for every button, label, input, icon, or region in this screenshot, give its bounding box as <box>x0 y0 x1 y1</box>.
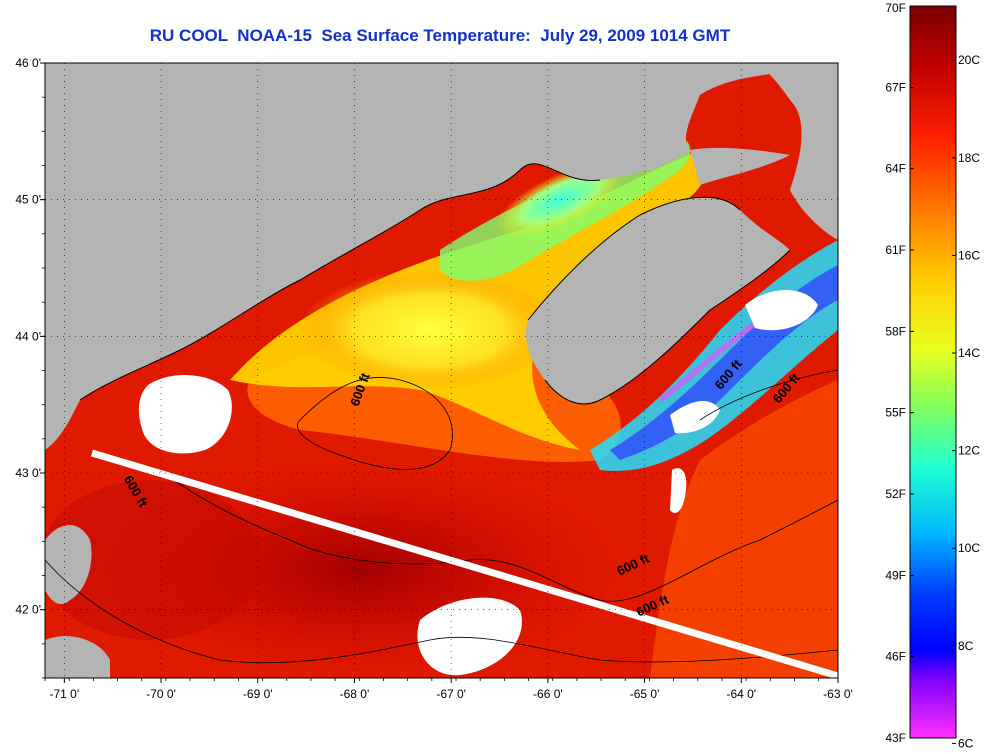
colorbar-celsius-label: 8C <box>958 639 974 653</box>
coastline <box>527 196 741 321</box>
land-cape-breton <box>760 63 838 240</box>
land-massachusetts-south <box>45 636 110 678</box>
coastline <box>79 163 601 401</box>
longitude-tick-label: -67 0' <box>436 687 466 701</box>
cloud-patch <box>670 468 687 514</box>
bathymetry-contour <box>45 559 838 664</box>
colorbar-labels: 70F 67F 64F 61F 58F 55F 52F 49F 46F 43F 20C 18C 16C 1… <box>885 1 980 750</box>
bathymetry-contour <box>699 369 838 421</box>
colorbar-fahrenheit-label: 49F <box>885 568 906 582</box>
colorbar-fahrenheit-label: 46F <box>885 650 906 664</box>
cyan-blob <box>495 162 625 238</box>
axis-ticks: -71 0' -70 0' -69 0' -68 0' -67 0' -66 0' -65 … <box>15 56 852 701</box>
colorbar-celsius-label: 14C <box>958 346 980 360</box>
longitude-tick-label: -68 0' <box>340 687 370 701</box>
colorbar-fahrenheit-label: 70F <box>885 1 906 15</box>
longitude-tick-label: -71 0' <box>50 687 80 701</box>
colorbar-fahrenheit-label: 58F <box>885 324 906 338</box>
colorbar-fahrenheit-label: 64F <box>885 162 906 176</box>
colorbar-celsius-label: 20C <box>958 53 980 67</box>
colorbar-fahrenheit-label: 52F <box>885 487 906 501</box>
cloud-patch <box>670 400 720 434</box>
bathymetry-contour <box>297 377 453 470</box>
warm-zone-west <box>45 480 260 640</box>
cloud-patch <box>138 374 232 454</box>
cloud-patch <box>417 597 522 676</box>
chart-title: RU COOL NOAA-15 Sea Surface Temperature:… <box>149 26 731 45</box>
sst-field <box>45 63 838 678</box>
colorbar-fahrenheit-label: 43F <box>885 731 906 745</box>
offshore-orange <box>650 380 838 678</box>
longitude-tick-label: -69 0' <box>243 687 273 701</box>
colorbar-celsius-label: 10C <box>958 541 980 555</box>
graticule <box>45 62 839 678</box>
longitude-tick-label: -65 0' <box>630 687 660 701</box>
land-new-england <box>45 63 800 450</box>
latitude-tick-label: 45 0' <box>15 193 41 207</box>
colorbar-celsius-label: 18C <box>958 151 980 165</box>
latitude-tick-label: 43 0' <box>15 466 41 480</box>
yellow-blob <box>300 270 560 390</box>
colorbar <box>909 5 957 739</box>
colorbar-fahrenheit-label: 67F <box>885 80 906 94</box>
longitude-tick-label: -66 0' <box>533 687 563 701</box>
land-cape-cod-region <box>45 525 92 605</box>
latitude-tick-label: 42 0' <box>15 603 41 617</box>
latitude-tick-label: 46 0' <box>15 56 41 70</box>
land-pei-region <box>690 147 790 185</box>
longitude-tick-label: -70 0' <box>146 687 176 701</box>
bathymetry-contour <box>159 469 838 602</box>
longitude-tick-label: -64 0' <box>726 687 756 701</box>
longitude-tick-label: -63 0' <box>823 687 853 701</box>
colorbar-celsius-label: 6C <box>958 736 974 750</box>
colorbar-celsius-label: 16C <box>958 248 980 262</box>
colorbar-fahrenheit-label: 61F <box>885 243 906 257</box>
cloud-patch <box>745 290 818 331</box>
land-nova-scotia <box>525 197 790 404</box>
colorbar-celsius-label: 12C <box>958 444 980 458</box>
latitude-tick-label: 44 0' <box>15 329 41 343</box>
swath-gap <box>90 449 838 678</box>
colorbar-fahrenheit-label: 55F <box>885 406 906 420</box>
coastline <box>544 249 791 405</box>
